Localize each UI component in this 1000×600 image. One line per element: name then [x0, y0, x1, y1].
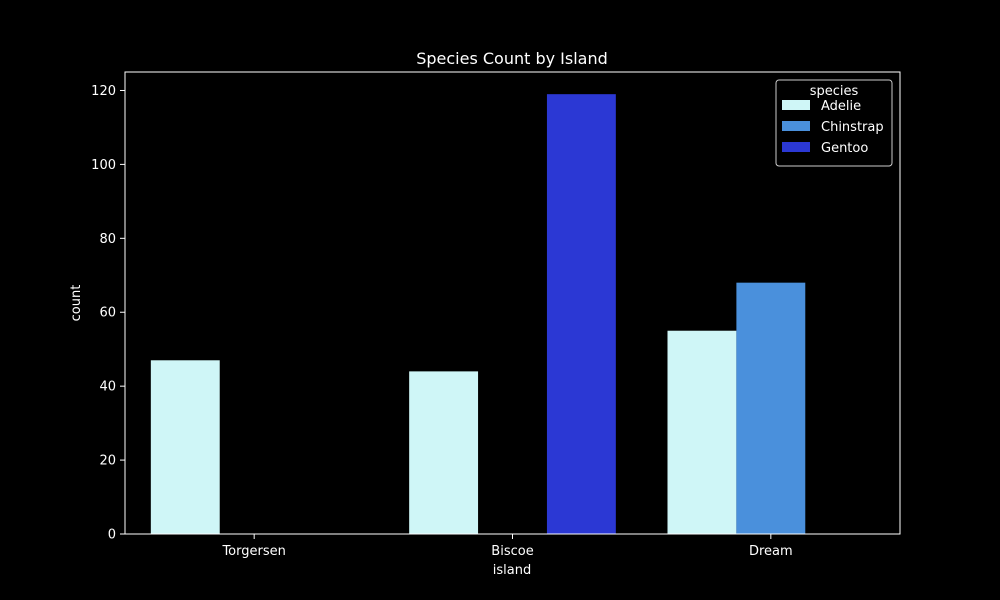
y-tick-label: 120 [91, 84, 116, 99]
plot-frame [124, 71, 901, 535]
bars-group [150, 94, 806, 535]
chart-title: Species Count by Island [416, 49, 608, 68]
y-tick-label: 80 [99, 232, 116, 247]
legend-title: species [810, 84, 859, 99]
bar-adelie-dream [667, 330, 737, 534]
x-axis: Torgersen Biscoe Dream [221, 534, 793, 559]
legend-label-adelie: Adelie [821, 99, 861, 114]
legend-swatch-chinstrap [782, 121, 810, 131]
y-tick-label: 100 [91, 158, 116, 173]
legend-swatch-gentoo [782, 142, 810, 152]
x-tick-label: Biscoe [491, 544, 533, 559]
y-tick-label: 20 [99, 454, 116, 469]
legend: species Adelie Chinstrap Gentoo [775, 79, 893, 167]
bar-adelie-torgersen [150, 360, 220, 534]
bar-chinstrap-dream [736, 282, 806, 534]
y-axis: 0 20 40 60 80 100 120 [91, 84, 125, 543]
y-tick-label: 0 [108, 528, 116, 543]
y-tick-label: 40 [99, 380, 116, 395]
bar-adelie-biscoe [409, 371, 479, 534]
legend-label-chinstrap: Chinstrap [821, 120, 884, 135]
bar-gentoo-biscoe [546, 94, 616, 535]
x-tick-label: Torgersen [221, 544, 285, 559]
y-axis-label: count [69, 285, 84, 322]
x-axis-label: island [493, 563, 531, 578]
y-tick-label: 60 [99, 306, 116, 321]
legend-label-gentoo: Gentoo [821, 141, 868, 156]
legend-swatch-adelie [782, 100, 810, 110]
x-tick-label: Dream [749, 544, 793, 559]
